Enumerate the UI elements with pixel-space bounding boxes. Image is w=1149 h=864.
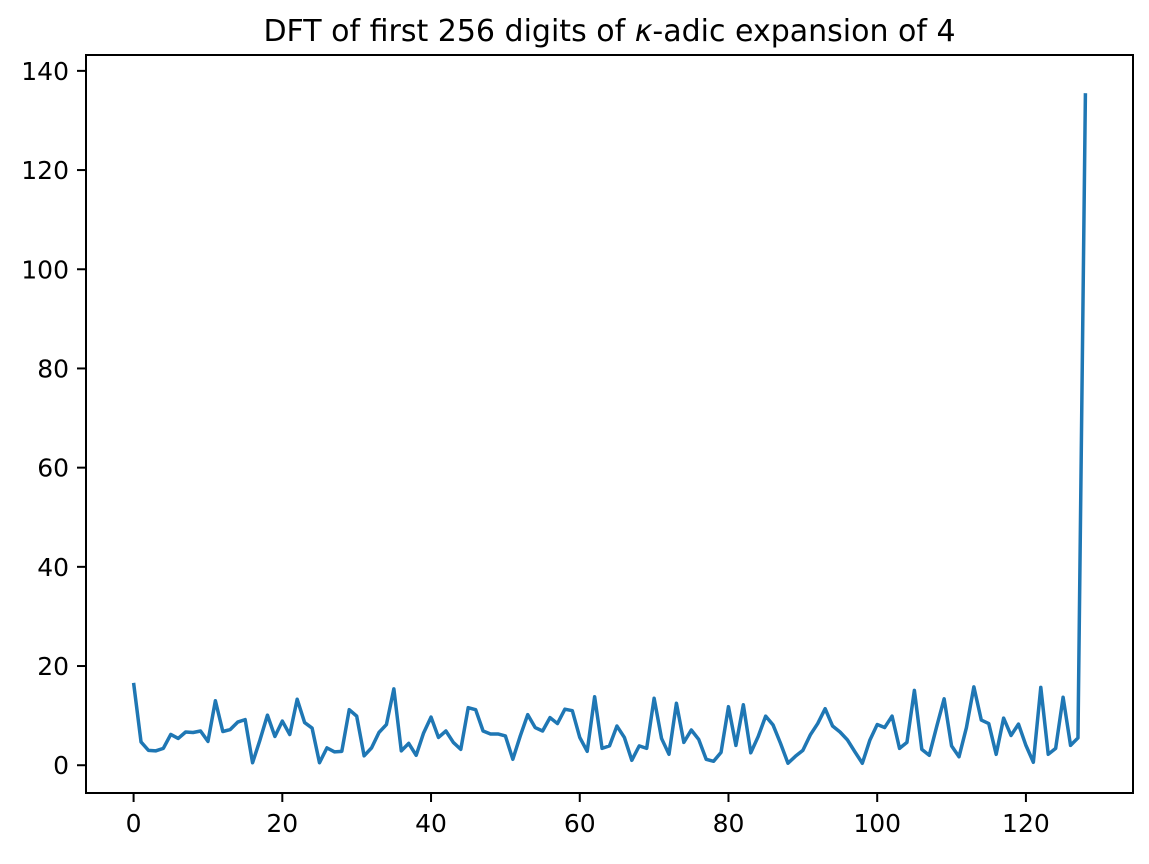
y-tick-label: 140: [21, 57, 69, 86]
x-tick-label: 40: [415, 809, 447, 838]
data-line: [131, 93, 1088, 765]
x-tick-label: 0: [126, 809, 142, 838]
axes-frame: [85, 54, 1134, 794]
x-tick-label: 60: [564, 809, 596, 838]
chart-title-suffix: -adic expansion of 4: [652, 14, 956, 49]
chart-title-prefix: DFT of first 256 digits of: [263, 14, 635, 49]
y-tick-label: 60: [37, 454, 69, 483]
chart-title: DFT of first 256 digits of κ-adic expans…: [86, 14, 1133, 49]
x-tick-label: 80: [713, 809, 745, 838]
y-tick-label: 0: [53, 751, 69, 780]
y-tick-label: 20: [37, 652, 69, 681]
y-tick-label: 80: [37, 354, 69, 383]
x-tick-label: 120: [1002, 809, 1050, 838]
x-tick-label: 20: [266, 809, 298, 838]
x-tick-label: 100: [853, 809, 901, 838]
y-tick-label: 100: [21, 255, 69, 284]
y-tick-label: 120: [21, 156, 69, 185]
chart-title-kappa: κ: [634, 14, 653, 49]
y-tick-label: 40: [37, 553, 69, 582]
